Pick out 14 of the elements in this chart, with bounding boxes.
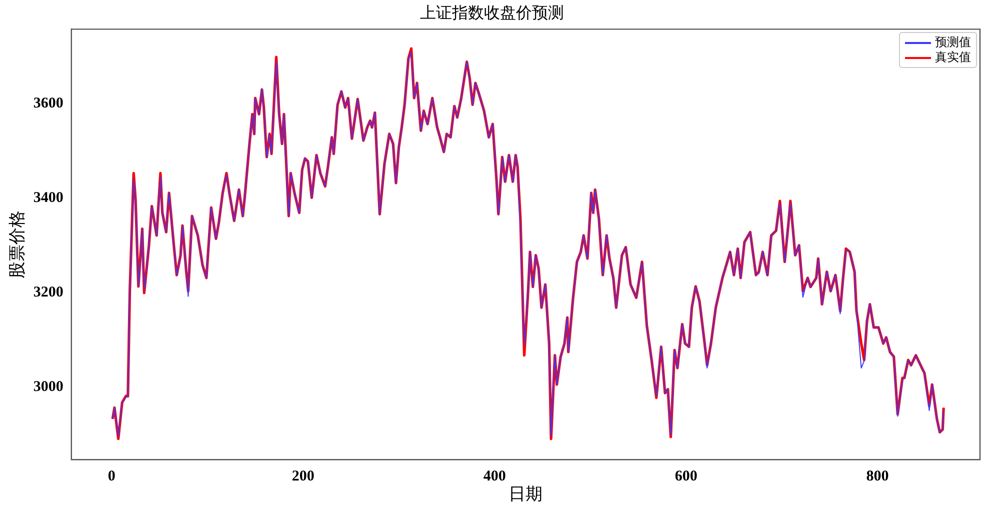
y-tick-label: 3600 [33, 96, 64, 112]
y-tick-label: 3400 [33, 190, 64, 206]
x-tick-label: 600 [674, 468, 698, 484]
y-tick-label: 3200 [33, 284, 64, 300]
chart-title: 上证指数收盘价预测 [420, 4, 564, 22]
x-tick-label: 400 [483, 468, 506, 484]
y-tick-label: 3000 [33, 378, 64, 395]
legend-label: 预测值 [935, 35, 971, 50]
x-tick-label: 200 [292, 468, 314, 484]
legend-label: 真实值 [935, 50, 971, 66]
x-tick-label: 800 [866, 468, 889, 484]
x-tick-label: 0 [108, 468, 116, 484]
x-axis-title: 日期 [508, 484, 543, 504]
y-axis-title: 股票价格 [8, 210, 27, 278]
